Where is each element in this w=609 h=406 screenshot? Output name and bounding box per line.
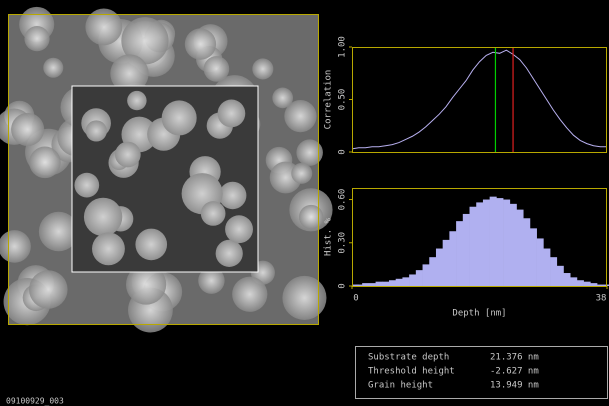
- hist-bar: [396, 279, 403, 286]
- info-value: 21.376 nm: [490, 353, 539, 363]
- grain: [43, 58, 63, 78]
- hist-bar: [597, 285, 604, 286]
- afm-image: [0, 7, 333, 333]
- hist-bar: [490, 197, 497, 286]
- grain: [84, 198, 122, 236]
- grain: [24, 26, 49, 51]
- hist-bar: [423, 264, 430, 286]
- grain: [11, 113, 44, 146]
- y-axis-label: Hist. %: [324, 217, 334, 256]
- grain: [216, 240, 243, 267]
- hist-bar: [382, 282, 389, 286]
- x-axis-label: Depth [nm]: [452, 309, 506, 319]
- grain: [204, 56, 230, 82]
- hist-bar: [429, 257, 436, 286]
- hist-bar: [463, 214, 470, 286]
- hist-bar: [577, 280, 584, 286]
- grain: [219, 182, 246, 209]
- hist-bar: [557, 266, 564, 286]
- hist-bar: [516, 210, 523, 286]
- hist-bar: [389, 280, 396, 286]
- info-label: Grain height: [368, 381, 433, 391]
- y-tick-label: 0: [338, 149, 348, 154]
- hist-bar: [543, 249, 550, 286]
- hist-bar: [369, 283, 376, 286]
- hist-bar: [355, 285, 362, 286]
- x-tick-label: 38: [596, 294, 607, 304]
- grain: [115, 142, 141, 168]
- info-value: -2.627 nm: [490, 367, 539, 377]
- hist-bar: [483, 200, 490, 286]
- hist-bar: [584, 282, 591, 286]
- info-label: Substrate depth: [368, 353, 449, 363]
- info-value: 13.949 nm: [490, 381, 539, 391]
- hist-bar: [409, 274, 416, 286]
- hist-bar: [523, 218, 530, 286]
- x-tick-label: 0: [353, 294, 358, 304]
- hist-bar: [449, 231, 456, 286]
- hist-bar: [443, 240, 450, 286]
- grain: [282, 276, 326, 320]
- grain: [29, 270, 68, 309]
- hist-bar: [402, 277, 409, 286]
- grain: [185, 28, 216, 59]
- grain: [162, 100, 197, 135]
- hist-bar: [496, 198, 503, 286]
- grain: [201, 201, 226, 226]
- file-name: 09100929_003: [6, 397, 64, 406]
- app-window: 0 0.50 1.00 Correlation 0 0.30 0.60 0 38 Hist. % D…: [0, 0, 609, 406]
- hist-bar: [470, 207, 477, 286]
- grain: [127, 91, 146, 110]
- hist-bar: [476, 202, 483, 286]
- grain: [225, 215, 253, 243]
- hist-bar: [436, 249, 443, 286]
- grain: [252, 58, 273, 79]
- grain: [29, 147, 61, 179]
- grain: [74, 173, 99, 198]
- hist-bar: [416, 270, 423, 286]
- hist-bar: [530, 228, 537, 286]
- grain: [232, 277, 267, 312]
- hist-bar: [456, 221, 463, 286]
- hist-bar: [570, 277, 577, 286]
- hist-bar: [550, 257, 557, 286]
- hist-bar: [590, 283, 597, 286]
- grain: [299, 205, 323, 229]
- y-tick-label: 0.30: [338, 232, 348, 254]
- hist-bar: [537, 238, 544, 286]
- grain: [135, 229, 167, 261]
- hist-bar: [510, 204, 517, 286]
- y-tick-label: 0: [338, 283, 348, 288]
- hist-bar: [563, 273, 570, 286]
- y-axis-label: Correlation: [324, 70, 334, 130]
- hist-bar: [503, 200, 510, 286]
- y-tick-label: 0.50: [338, 89, 348, 111]
- info-label: Threshold height: [368, 367, 455, 377]
- grain: [86, 120, 107, 141]
- hist-bar: [376, 282, 383, 286]
- grain: [92, 232, 125, 265]
- grain: [291, 163, 312, 184]
- grain: [272, 88, 293, 109]
- y-tick-label: 1.00: [338, 36, 348, 58]
- hist-bar: [362, 283, 369, 286]
- y-tick-label: 0.60: [338, 189, 348, 211]
- grain: [218, 100, 246, 128]
